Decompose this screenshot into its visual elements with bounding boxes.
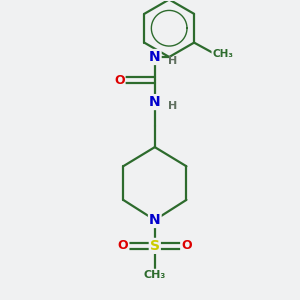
Text: O: O xyxy=(114,74,124,86)
Text: S: S xyxy=(150,239,160,253)
Text: N: N xyxy=(149,95,160,109)
Text: N: N xyxy=(149,213,160,227)
Text: CH₃: CH₃ xyxy=(212,49,233,59)
Text: H: H xyxy=(168,56,178,66)
Text: N: N xyxy=(149,50,160,64)
Text: O: O xyxy=(118,239,128,252)
Text: CH₃: CH₃ xyxy=(144,270,166,280)
Text: O: O xyxy=(181,239,192,252)
Text: H: H xyxy=(168,101,178,111)
